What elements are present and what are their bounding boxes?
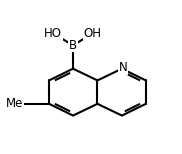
Text: Me: Me <box>6 97 23 110</box>
Text: B: B <box>69 39 77 52</box>
Text: HO: HO <box>44 27 62 40</box>
Text: OH: OH <box>84 27 102 40</box>
Text: N: N <box>119 61 128 74</box>
